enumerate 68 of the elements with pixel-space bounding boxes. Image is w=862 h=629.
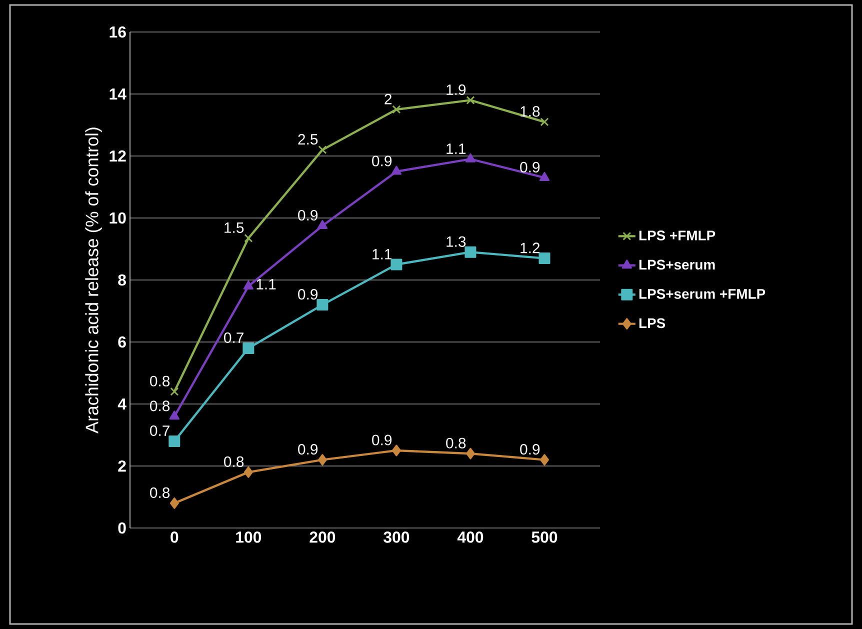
point	[390, 258, 402, 270]
annotation: 0.9	[298, 289, 318, 300]
point	[466, 448, 475, 460]
point	[244, 466, 253, 478]
y-tick-label: 4	[118, 398, 126, 410]
point	[465, 153, 476, 162]
point	[464, 246, 476, 258]
point	[391, 166, 402, 175]
annotation: 1.5	[224, 222, 244, 233]
y-tick-label: 10	[110, 212, 126, 224]
annotation: 0.8	[446, 438, 466, 448]
annotation: 1.2	[520, 242, 540, 254]
annotation: 1.3	[446, 236, 466, 247]
annotation: 0.8	[150, 400, 170, 412]
point	[170, 497, 179, 509]
annotation: 0.9	[520, 162, 540, 172]
point	[316, 299, 328, 311]
x-tick-label: 500	[532, 532, 558, 543]
annotation: 0.7	[224, 332, 244, 343]
point	[539, 172, 550, 181]
point	[538, 252, 550, 264]
annotation: 0.9	[372, 434, 392, 446]
y-tick-label: 8	[118, 274, 126, 286]
legend-label: LPS+serum	[639, 260, 715, 270]
point	[242, 342, 254, 354]
annotation: 0.8	[150, 376, 170, 386]
point	[170, 387, 179, 396]
point	[169, 410, 180, 420]
x-tick-label: 400	[457, 532, 484, 543]
annotation: 1.8	[520, 106, 540, 117]
point	[318, 454, 327, 466]
x-tick-label: 0	[170, 532, 178, 543]
legend-label: LPS +FMLP	[639, 230, 716, 240]
y-tick-label: 0	[118, 522, 126, 534]
annotation: 2.5	[298, 134, 318, 145]
annotation: 1.1	[446, 144, 466, 154]
point	[392, 105, 401, 114]
y-tick-label: 14	[110, 88, 126, 100]
y-tick-label: 12	[110, 150, 126, 162]
annotation: 0.8	[224, 456, 244, 467]
annotation: 0.9	[520, 444, 540, 455]
annotation: 1.1	[372, 249, 392, 260]
point	[318, 146, 327, 154]
y-tick-label: 6	[118, 336, 126, 348]
annotation: 1.1	[256, 279, 276, 290]
point	[168, 435, 180, 447]
point	[540, 454, 549, 466]
x-tick-label: 200	[310, 532, 336, 543]
y-tick-label: 16	[110, 26, 126, 38]
point	[392, 444, 401, 456]
annotation: 0.9	[372, 156, 392, 166]
y-axis-title: Arachidonic acid release (% of control)	[85, 128, 102, 434]
point	[466, 96, 475, 104]
x-tick-label: 100	[236, 532, 262, 543]
annotation: 2	[384, 94, 392, 104]
y-tick-label: 2	[118, 460, 126, 472]
legend-label: LPS	[639, 318, 666, 328]
x-tick-label: 300	[384, 532, 410, 543]
annotation: 0.8	[150, 487, 170, 498]
point	[540, 118, 549, 126]
annotation: 1.9	[446, 84, 466, 95]
point	[243, 280, 254, 290]
legend-label: LPS+serum +FMLP	[639, 288, 766, 299]
annotation: 0.9	[298, 444, 318, 455]
annotation: 0.7	[150, 425, 170, 436]
point	[317, 220, 328, 229]
point	[244, 234, 253, 242]
annotation: 0.9	[298, 210, 318, 221]
